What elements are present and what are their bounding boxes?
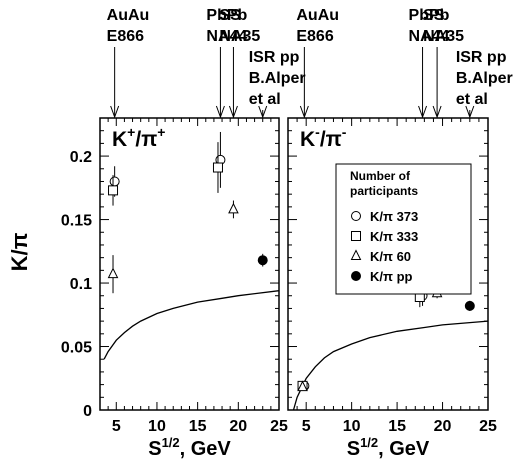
experiment-label: NA35: [423, 28, 464, 45]
experiment-label: NA44: [206, 28, 247, 45]
experiment-label: B.Alper: [249, 70, 306, 87]
data-point: [108, 185, 119, 196]
legend-marker: [351, 211, 361, 221]
experiment-label: E866: [296, 28, 333, 45]
data-point: [257, 255, 268, 266]
legend-marker: [351, 271, 361, 281]
experiment-label: NA35: [219, 28, 260, 45]
data-point: [297, 380, 308, 392]
data-point: [109, 176, 120, 187]
experiment-label: et al: [456, 91, 488, 108]
experiment-label: SS: [423, 7, 445, 24]
model-curve: [292, 320, 489, 411]
y-tick-label: 0.05: [61, 340, 92, 357]
experiment-arrowhead: [465, 105, 475, 119]
x-tick-label: 10: [343, 418, 361, 435]
data-point: [228, 202, 239, 214]
panel-label: K-/π-: [300, 124, 347, 151]
y-tick-label: 0.1: [70, 276, 92, 293]
experiment-label: E866: [107, 28, 144, 45]
x-tick-label: 15: [189, 418, 207, 435]
experiment-label: SS: [219, 7, 241, 24]
x-tick-label: 20: [229, 418, 247, 435]
y-tick-label: 0.15: [61, 213, 92, 230]
legend-marker: [350, 249, 362, 260]
experiment-label: ISR pp: [249, 49, 300, 66]
x-axis-label: S1/2, GeV: [347, 435, 430, 460]
legend-entry: K/π 60: [370, 249, 411, 264]
y-axis-label: K/π: [7, 232, 32, 271]
y-tick-label: 0.2: [70, 149, 92, 166]
experiment-arrowhead: [432, 105, 442, 119]
data-point: [107, 267, 119, 279]
x-tick-label: 10: [148, 418, 166, 435]
legend-entry: K/π 333: [370, 229, 418, 244]
model-curve: [103, 290, 280, 360]
x-tick-label: 25: [479, 418, 497, 435]
experiment-label: ISR pp: [456, 49, 507, 66]
experiment-label: et al: [249, 91, 281, 108]
x-tick-label: 20: [434, 418, 452, 435]
experiment-arrowhead: [215, 105, 225, 119]
experiment-label: PbPb: [206, 7, 247, 24]
data-point: [212, 162, 223, 173]
legend-entry: K/π 373: [370, 209, 418, 224]
legend-marker: [351, 231, 361, 241]
experiment-label: B.Alper: [456, 70, 513, 87]
experiment-arrowhead: [258, 105, 268, 119]
x-tick-label: 25: [270, 418, 288, 435]
legend-title: participants: [350, 184, 418, 198]
y-tick-label: 0: [83, 403, 92, 420]
experiment-label: PbPb: [409, 7, 450, 24]
data-point: [464, 300, 475, 311]
legend-entry: K/π pp: [370, 269, 413, 284]
experiment-arrowhead: [228, 105, 238, 119]
legend-title: Number of: [350, 169, 411, 183]
x-tick-label: 5: [112, 418, 121, 435]
panel-label: K+/π+: [112, 124, 165, 151]
x-axis-label: S1/2, GeV: [148, 435, 231, 460]
experiment-label: NA44: [409, 28, 450, 45]
experiment-arrowhead: [110, 105, 120, 119]
experiment-arrowhead: [299, 105, 309, 119]
x-tick-label: 5: [302, 418, 311, 435]
experiment-label: AuAu: [107, 7, 150, 24]
experiment-arrowhead: [418, 105, 428, 119]
plot-frame: [99, 117, 280, 411]
experiment-label: AuAu: [296, 7, 339, 24]
x-tick-label: 15: [388, 418, 406, 435]
